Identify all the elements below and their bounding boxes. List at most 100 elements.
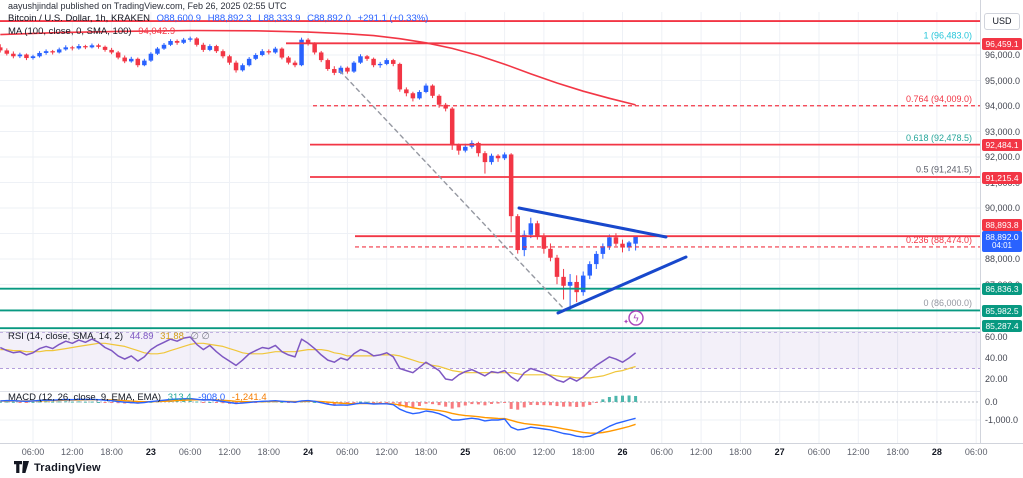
time-axis-tick: 06:00 bbox=[807, 447, 831, 457]
descending-dashed-trendline[interactable] bbox=[339, 70, 566, 311]
candle-up bbox=[528, 223, 534, 235]
time-axis-day-tick: 26 bbox=[617, 447, 628, 457]
macd-histogram-bar bbox=[214, 402, 218, 403]
macd-histogram-bar bbox=[509, 402, 513, 409]
price-axis[interactable]: USD 96,000.0 95,000.0 94,000.0 93,000.0 92,0… bbox=[980, 0, 1023, 443]
candle-down bbox=[266, 51, 272, 53]
macd-histogram-bar bbox=[503, 402, 507, 403]
macd-histogram-bar bbox=[476, 402, 480, 405]
macd-histogram-bar bbox=[83, 401, 87, 403]
candle-down bbox=[11, 53, 16, 57]
macd-legend[interactable]: MACD (12, 26, close, 9, EMA, EMA) 313.4 … bbox=[8, 392, 271, 403]
triangle-trendline[interactable] bbox=[556, 255, 688, 315]
macd-histogram-bar bbox=[38, 401, 42, 403]
price-axis-tick: 94,000.0 bbox=[985, 101, 1021, 111]
symbol-legend[interactable]: Bitcoin / U.S. Dollar, 1h, KRAKEN O88,60… bbox=[8, 13, 432, 24]
candle-down bbox=[174, 40, 180, 43]
time-axis-tick: 12:00 bbox=[532, 447, 556, 457]
candle-up bbox=[299, 39, 304, 66]
symbol-title: Bitcoin / U.S. Dollar, 1h, KRAKEN bbox=[8, 13, 151, 24]
rsi-legend[interactable]: RSI (14, close, SMA, 14, 2) 44.89 31.88 … bbox=[8, 331, 214, 342]
time-axis-day-tick: 28 bbox=[931, 447, 942, 457]
price-axis-tick: 88,000.0 bbox=[985, 254, 1021, 264]
candle-down bbox=[201, 44, 206, 50]
candle-up bbox=[148, 53, 154, 61]
macd-histogram-bar bbox=[385, 402, 389, 403]
candle-up bbox=[89, 45, 95, 48]
tradingview-logo-text: TradingView bbox=[34, 461, 101, 474]
candle-up bbox=[17, 54, 23, 57]
time-axis-tick: 06:00 bbox=[650, 447, 674, 457]
candle-down bbox=[476, 142, 481, 154]
macd-histogram-bar bbox=[378, 402, 382, 403]
ohlc-high: H88,892.3 bbox=[207, 13, 252, 24]
time-axis-day-tick: 24 bbox=[303, 447, 314, 457]
candle-down bbox=[4, 50, 10, 54]
chart-canvas[interactable]: 1 (96,483.0) 0.764 (94,009.0) 0.618 (92,47… bbox=[0, 12, 981, 443]
candle-down bbox=[397, 63, 403, 90]
macd-histogram-bar bbox=[614, 395, 618, 402]
macd-histogram-bar bbox=[483, 402, 487, 406]
candle-down bbox=[115, 52, 121, 58]
candle-down bbox=[345, 67, 350, 72]
macd-histogram-bar bbox=[352, 402, 356, 403]
pane-divider-macd[interactable] bbox=[0, 391, 1023, 392]
rsi-value: 44.89 bbox=[129, 331, 154, 342]
tradingview-logo[interactable]: TradingView bbox=[14, 461, 101, 474]
macd-histogram-bar bbox=[529, 402, 533, 405]
flash-emoji-icon[interactable] bbox=[628, 310, 644, 326]
fib-level-label: 0.618 (92,478.5) bbox=[906, 133, 972, 143]
candle-down bbox=[404, 89, 409, 94]
price-change: +291.1 (+0.33%) bbox=[357, 13, 429, 24]
macd-axis-tick: -1,000.0 bbox=[985, 415, 1019, 425]
macd-histogram-bar bbox=[417, 402, 421, 406]
macd-histogram-bar bbox=[195, 401, 199, 403]
price-level-badge: 96,459.1 bbox=[982, 37, 1022, 50]
macd-histogram-bar bbox=[575, 402, 579, 408]
candle-up bbox=[142, 60, 147, 66]
macd-histogram-bar bbox=[77, 401, 81, 403]
rsi-label: RSI (14, close, SMA, 14, 2) bbox=[8, 331, 124, 342]
tradingview-logo-icon bbox=[14, 461, 29, 473]
macd-histogram-bar bbox=[555, 402, 559, 407]
candle-down bbox=[482, 153, 488, 163]
currency-toggle-button[interactable]: USD bbox=[984, 13, 1020, 30]
candle-down bbox=[456, 145, 461, 151]
candle-down bbox=[220, 51, 226, 57]
time-axis-tick: 12:00 bbox=[61, 447, 84, 457]
candle-up bbox=[338, 67, 344, 73]
macd-histogram-bar bbox=[182, 400, 186, 402]
macd-histogram-bar bbox=[496, 402, 500, 404]
candle-down bbox=[83, 46, 88, 48]
time-axis-tick: 18:00 bbox=[414, 447, 438, 457]
macd-histogram-bar bbox=[188, 400, 192, 402]
macd-histogram-bar bbox=[621, 395, 624, 402]
macd-hist-value: 313.4 bbox=[167, 392, 192, 403]
candle-up bbox=[240, 65, 245, 71]
candle-up bbox=[63, 47, 68, 50]
time-axis-tick: 18:00 bbox=[257, 447, 281, 457]
candle-down bbox=[24, 54, 29, 59]
last-price-badge: 88,892.0 04:01 bbox=[982, 230, 1022, 252]
macd-histogram-bar bbox=[221, 402, 225, 404]
time-axis[interactable]: 06:00 12:00 18:00 23 06:00 12:00 18:00 24 06:00 1… bbox=[0, 443, 1023, 461]
candle-up bbox=[181, 39, 186, 43]
macd-histogram-bar bbox=[31, 401, 35, 403]
price-axis-tick: 93,000.0 bbox=[985, 126, 1021, 137]
candle-down bbox=[305, 39, 311, 44]
rsi-axis-tick: 20.00 bbox=[985, 374, 1008, 384]
price-axis-tick: 95,000.0 bbox=[985, 75, 1021, 86]
ma-legend[interactable]: MA (100, close, 0, SMA, 100) 94,042.9 bbox=[8, 26, 179, 37]
pane-divider-rsi[interactable] bbox=[0, 331, 1023, 332]
candle-down bbox=[410, 93, 416, 99]
macd-histogram-bar bbox=[326, 402, 330, 405]
time-axis-day-tick: 25 bbox=[460, 447, 471, 457]
candle-down bbox=[312, 43, 317, 53]
candle-up bbox=[600, 246, 606, 254]
candle-down bbox=[135, 58, 141, 66]
price-axis-tick: 92,000.0 bbox=[985, 152, 1021, 162]
macd-histogram-bar bbox=[345, 402, 349, 404]
price-axis-tick: 96,000.0 bbox=[985, 50, 1021, 60]
triangle-trendline[interactable] bbox=[517, 206, 668, 239]
